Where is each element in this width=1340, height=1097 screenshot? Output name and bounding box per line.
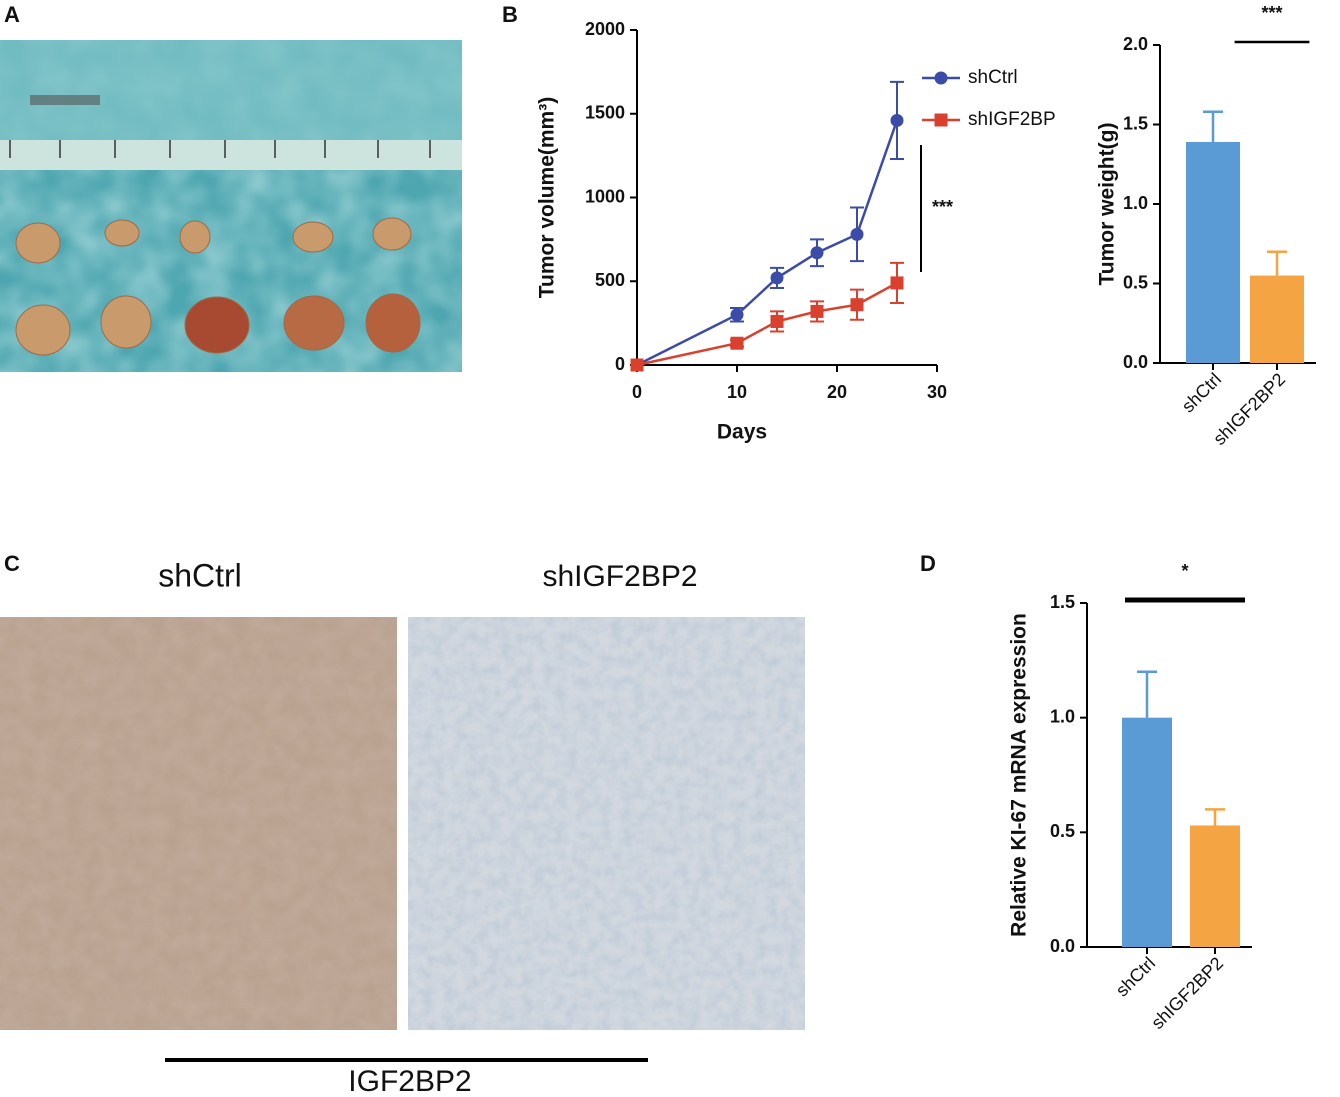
bar	[1190, 825, 1240, 947]
ihc-image	[0, 617, 397, 1030]
significance-label: ***	[932, 197, 953, 217]
y-tick-label: 0.0	[1123, 352, 1148, 372]
bar	[1250, 275, 1304, 363]
y-tick-label: 2000	[585, 19, 625, 39]
marker	[810, 246, 824, 260]
y-tick-label: 1.5	[1123, 113, 1148, 133]
x-tick-label: 20	[827, 382, 847, 402]
marker	[890, 276, 904, 290]
marker	[730, 308, 744, 322]
series-line	[636, 281, 898, 367]
legend-label: shIGF2BP	[968, 109, 1056, 130]
marker-label: IGF2BP2	[348, 1065, 471, 1097]
legend-marker	[934, 113, 948, 127]
x-tick-label: 30	[927, 382, 947, 402]
y-axis-label: Relative KI-67 mRNA expression	[1008, 613, 1031, 937]
marker	[770, 271, 784, 285]
x-axis-label: Days	[717, 421, 767, 444]
x-tick-label: shCtrl	[1112, 953, 1159, 1000]
marker	[850, 227, 864, 241]
ihc-title: shIGF2BP2	[542, 560, 697, 593]
marker	[770, 314, 784, 328]
panel-label: C	[4, 551, 20, 576]
y-tick-label: 2.0	[1123, 34, 1148, 54]
marker	[810, 304, 824, 318]
panel-label: A	[4, 2, 20, 27]
x-tick-label: shCtrl	[1178, 369, 1225, 416]
y-tick-label: 0.5	[1123, 272, 1148, 292]
y-tick-label: 1.0	[1123, 193, 1148, 213]
marker	[850, 298, 864, 312]
y-axis-label: Tumor volume(mm³)	[536, 97, 559, 298]
panel-label: B	[502, 2, 518, 27]
marker	[630, 358, 644, 372]
x-tick-label: 10	[727, 382, 747, 402]
legend-label: shCtrl	[968, 67, 1018, 88]
tumor-photo	[0, 40, 462, 372]
ihc-image	[408, 617, 805, 1030]
y-tick-label: 0.0	[1050, 936, 1075, 956]
y-tick-label: 1.5	[1050, 592, 1075, 612]
bar	[1186, 141, 1240, 363]
y-tick-label: 0.5	[1050, 821, 1075, 841]
y-tick-label: 1000	[585, 186, 625, 206]
y-axis-label: Tumor weight(g)	[1096, 123, 1119, 286]
ihc-title: shCtrl	[158, 557, 242, 593]
y-tick-label: 1500	[585, 103, 625, 123]
y-tick-label: 1.0	[1050, 706, 1075, 726]
marker	[890, 113, 904, 127]
y-tick-label: 0	[615, 354, 625, 374]
series-line	[636, 120, 899, 367]
panel-label: D	[920, 551, 936, 576]
x-tick-label: shIGF2BP2	[1147, 953, 1227, 1033]
bar	[1122, 717, 1172, 947]
y-tick-label: 500	[595, 270, 625, 290]
significance-label: ***	[1261, 3, 1282, 23]
x-tick-label: 0	[632, 382, 642, 402]
marker	[730, 336, 744, 350]
significance-label: *	[1181, 561, 1188, 581]
legend-marker	[934, 71, 948, 85]
